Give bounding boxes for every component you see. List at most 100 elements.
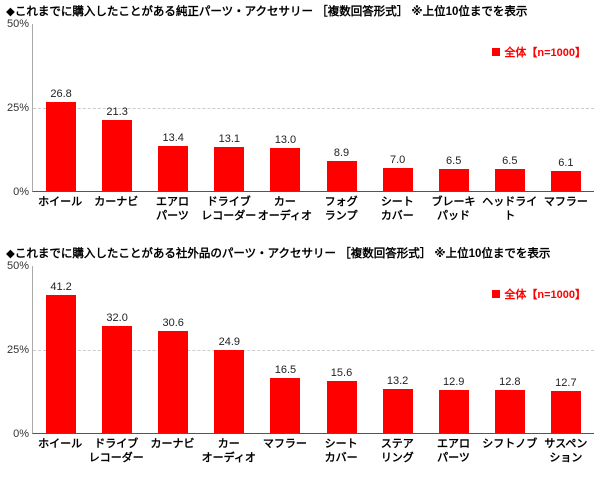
- y-axis: 50% 25% 0%: [6, 18, 32, 198]
- bar: [270, 377, 301, 433]
- category-label: エアロ パーツ: [156, 196, 189, 222]
- bar-column: 6.5: [482, 24, 538, 191]
- y-tick-50: 50%: [6, 18, 29, 30]
- bar-column: 6.5: [426, 24, 482, 191]
- legend: 全体【n=1000】: [492, 286, 586, 302]
- category-label: カーナビ: [150, 438, 195, 450]
- plot-row: 50% 25% 0% 全体【n=1000】 26.8 21.3 13.4 13.1 13…: [6, 18, 594, 198]
- bar-value-label: 6.1: [558, 156, 574, 169]
- category-label: カー オーディオ: [257, 196, 313, 222]
- bar-value-label: 32.0: [106, 312, 128, 325]
- bar-value-label: 13.4: [162, 132, 184, 145]
- bar-column: 13.4: [145, 24, 201, 191]
- category-label: カーナビ: [94, 196, 139, 208]
- y-tick-25: 25%: [6, 102, 29, 114]
- bar-value-label: 7.0: [389, 153, 406, 166]
- chart-title: ◆これまでに購入したことがある純正パーツ・アクセサリー ［複数回答形式］ ※上位…: [6, 6, 528, 18]
- y-tick-50: 50%: [6, 260, 29, 272]
- bar-value-label: 8.9: [333, 147, 350, 160]
- category-label: ドライブ レコーダー: [201, 196, 257, 222]
- bar-column: 26.8: [33, 24, 89, 191]
- bar-value-label: 24.9: [218, 335, 241, 348]
- bar-column: 13.2: [370, 266, 426, 433]
- category-label: カー オーディオ: [201, 438, 256, 464]
- legend-swatch-icon: [492, 290, 501, 298]
- bar: [214, 147, 245, 191]
- legend-label: 全体【n=1000】: [504, 289, 586, 301]
- bar-column: 32.0: [89, 266, 145, 433]
- category-label: マフラー: [543, 196, 588, 208]
- plot-area: 全体【n=1000】 41.2 32.0 30.6 24.9 16.5 15.6 13.2 1…: [32, 266, 594, 434]
- plot-area: 全体【n=1000】 26.8 21.3 13.4 13.1 13.0 8.9 7.0 6.5…: [32, 24, 594, 192]
- bar-value-label: 16.5: [274, 363, 297, 376]
- category-label: ヘッドライト: [482, 196, 538, 222]
- gridline-25pct: [33, 107, 594, 109]
- y-tick-25: 25%: [6, 344, 29, 356]
- category-label: サスペン ション: [544, 438, 588, 464]
- bar: [158, 146, 189, 191]
- bar: [326, 380, 357, 433]
- bar-column: 8.9: [313, 24, 369, 191]
- y-tick-0: 0%: [13, 186, 29, 198]
- x-axis-labels: ホイール ドライブ レコーダー カーナビ カー オーディオ マフラー シート カバー ステア…: [32, 434, 594, 466]
- bar-value-label: 30.6: [162, 316, 184, 329]
- bar-column: 30.6: [145, 266, 201, 433]
- bar: [438, 169, 469, 191]
- bar-column: 7.0: [370, 24, 426, 191]
- bar-value-label: 13.2: [386, 374, 409, 387]
- chart-title: ◆これまでに購入したことがある社外品のパーツ・アクセサリー ［複数回答形式］ ※…: [6, 248, 551, 260]
- bar-column: 12.9: [426, 266, 482, 433]
- bar-column: 15.6: [313, 266, 369, 433]
- bar-column: 16.5: [257, 266, 313, 433]
- bar-value-label: 41.2: [50, 281, 72, 294]
- bar: [550, 390, 581, 433]
- bar: [46, 101, 77, 191]
- category-label: エアロ パーツ: [437, 438, 471, 464]
- bar-column: 12.7: [538, 266, 594, 433]
- category-label: ドライブ レコーダー: [88, 438, 144, 464]
- bars-container: 26.8 21.3 13.4 13.1 13.0 8.9 7.0 6.5 6.5 6.1: [33, 24, 594, 191]
- bars-container: 41.2 32.0 30.6 24.9 16.5 15.6 13.2 12.9 12.8 12.7: [33, 266, 594, 433]
- bar: [494, 169, 525, 191]
- bar-column: 41.2: [33, 266, 89, 433]
- gridline-25pct: [33, 349, 594, 351]
- bar: [382, 388, 413, 433]
- legend: 全体【n=1000】: [492, 44, 586, 60]
- bar: [158, 330, 189, 433]
- bar: [438, 389, 469, 433]
- bar: [270, 147, 301, 191]
- bar-chart-aftermarket-parts: ◆これまでに購入したことがある社外品のパーツ・アクセサリー ［複数回答形式］ ※…: [6, 246, 594, 488]
- bar: [326, 161, 357, 191]
- legend-label: 全体【n=1000】: [504, 47, 586, 59]
- bar-column: 24.9: [201, 266, 257, 433]
- bar-chart-genuine-parts: ◆これまでに購入したことがある純正パーツ・アクセサリー ［複数回答形式］ ※上位…: [6, 4, 594, 246]
- bar: [382, 167, 413, 191]
- bar: [46, 295, 77, 433]
- bar-column: 13.0: [257, 24, 313, 191]
- bar-value-label: 6.5: [502, 155, 518, 168]
- plot-row: 50% 25% 0% 全体【n=1000】 41.2 32.0 30.6 24.9 16…: [6, 260, 594, 440]
- category-label: ホイール: [38, 196, 83, 208]
- bar-value-label: 12.7: [555, 376, 577, 389]
- bar: [102, 119, 133, 191]
- category-label: フォグ ランプ: [324, 196, 358, 222]
- bar-value-label: 21.3: [106, 105, 128, 118]
- category-label: シート カバー: [380, 196, 414, 222]
- bar: [102, 326, 133, 433]
- bar-value-label: 12.8: [499, 376, 521, 389]
- bar-value-label: 15.6: [330, 366, 353, 379]
- y-axis: 50% 25% 0%: [6, 260, 32, 440]
- bar-column: 13.1: [201, 24, 257, 191]
- bar-value-label: 26.8: [50, 87, 72, 100]
- category-label: ステア リング: [380, 438, 414, 464]
- category-label: シート カバー: [324, 438, 358, 464]
- bar-value-label: 13.0: [274, 133, 297, 146]
- bar: [494, 390, 525, 433]
- x-axis-labels: ホイール カーナビ エアロ パーツ ドライブ レコーダー カー オーディオ フォグ ランプ…: [32, 192, 594, 224]
- bar-column: 21.3: [89, 24, 145, 191]
- bar: [550, 170, 581, 191]
- category-label: シフトノブ: [482, 438, 538, 450]
- category-label: マフラー: [262, 438, 307, 450]
- bar-column: 6.1: [538, 24, 594, 191]
- bar: [214, 349, 245, 433]
